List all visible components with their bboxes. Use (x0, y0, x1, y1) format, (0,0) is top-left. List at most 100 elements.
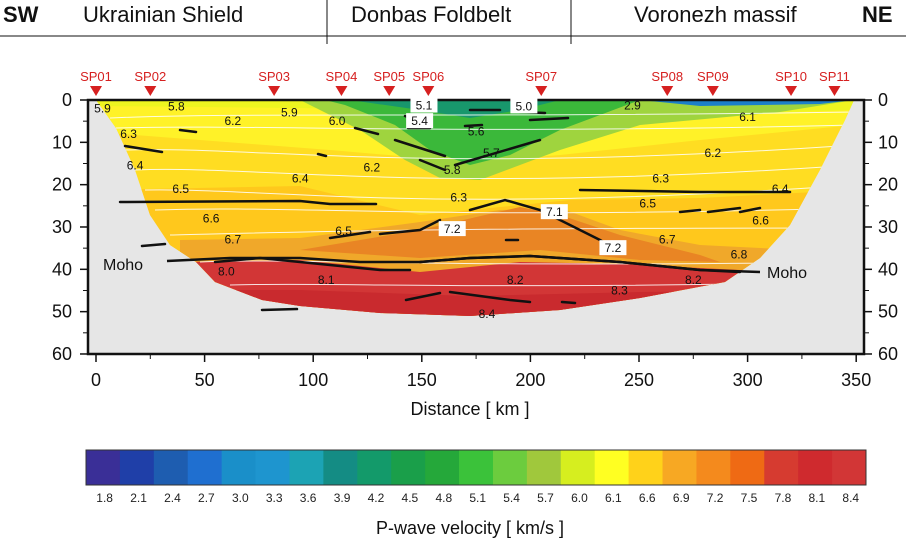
velocity-label: 6.6 (752, 214, 769, 228)
colorbar-tick-label: 4.8 (435, 491, 452, 505)
colorbar-frame (85, 449, 867, 486)
colorbar-swatch (560, 450, 596, 485)
colorbar-swatch (119, 450, 155, 485)
shot-point-label: SP01 (80, 69, 112, 84)
reflector-segment (213, 256, 412, 272)
velocity-label: 6.5 (639, 197, 656, 211)
velocity-label: 6.2 (364, 161, 381, 175)
velocity-label: 5.4 (411, 114, 428, 128)
velocity-label: 5.8 (168, 99, 185, 113)
shot-point-label: SP06 (412, 69, 444, 84)
y-tick-label-right: 60 (878, 344, 898, 364)
velocity-label: 8.0 (218, 264, 235, 278)
velocity-label: 8.1 (318, 273, 335, 287)
velocity-label-box (410, 97, 438, 113)
y-tick-label-left: 20 (52, 175, 72, 195)
colorbar-swatch (187, 450, 223, 485)
reflector-segment (578, 188, 792, 194)
colorbar-tick-label: 5.4 (503, 491, 520, 505)
shot-point-triangle-icon (383, 86, 396, 96)
shot-point-label: SP02 (134, 69, 166, 84)
reflector-segment (463, 123, 484, 128)
reflector-segment (123, 144, 164, 154)
reflector-segment (140, 242, 167, 248)
reflector-segment (448, 290, 532, 304)
velocity-label: 5.8 (444, 163, 461, 177)
colorbar-tick-label: 6.6 (639, 491, 656, 505)
shot-point-triangle-icon (661, 86, 674, 96)
colorbar-swatch (323, 450, 358, 485)
reflector-segment (328, 230, 372, 240)
velocity-label: 6.2 (705, 146, 722, 160)
velocity-label: 5.1 (416, 99, 433, 113)
y-tick-label-left: 50 (52, 302, 72, 322)
colorbar-tick-label: 5.1 (469, 491, 486, 505)
shot-point-label: SP03 (258, 69, 290, 84)
colorbar-swatch (153, 450, 189, 485)
velocity-label: 6.7 (659, 233, 676, 247)
shot-point-label: SP08 (651, 69, 683, 84)
y-tick-label-left: 40 (52, 259, 72, 279)
velocity-label: 6.3 (120, 127, 137, 141)
velocity-label: 6.3 (652, 171, 669, 185)
y-tick-label-left: 0 (62, 90, 72, 110)
colorbar-tick-label: 2.7 (198, 491, 215, 505)
moho-label-left: Moho (103, 257, 143, 274)
velocity-label: 8.3 (611, 283, 628, 297)
header-right-direction: NE (862, 2, 893, 27)
colorbar-tick-label: 4.2 (368, 491, 385, 505)
colorbar-swatch (425, 450, 460, 485)
colorbar-tick-label: 8.4 (842, 491, 859, 505)
velocity-label: 5.0 (516, 99, 533, 113)
velocity-label: 7.2 (444, 222, 461, 236)
layer-basin-teal (350, 100, 560, 118)
y-axis-ticks: 0 0 10 10 20 20 30 30 40 40 50 50 60 60 (52, 90, 898, 364)
shot-point-triangle-icon (706, 86, 719, 96)
x-axis-label: Distance [ km ] (410, 399, 529, 419)
reflector-segment (178, 128, 198, 134)
reflector-segment (706, 206, 742, 214)
header-left-direction: SW (3, 2, 39, 27)
shot-point-label: SP04 (326, 69, 358, 84)
velocity-label-box (406, 113, 434, 129)
velocity-label: 8.4 (479, 307, 496, 321)
colorbar-tick-label: 3.9 (334, 491, 351, 505)
x-tick-label: 350 (841, 370, 871, 390)
shot-point-triangle-icon (785, 86, 798, 96)
shot-point-triangle-icon (535, 86, 548, 96)
shot-point-label: SP09 (697, 69, 729, 84)
velocity-label: 6.4 (292, 171, 309, 185)
velocity-label: 6.7 (224, 233, 241, 247)
velocity-label-box (510, 98, 538, 114)
y-tick-label-right: 50 (878, 302, 898, 322)
header-region-ukrainian-shield: Ukrainian Shield (83, 2, 243, 27)
colorbar-tick-label: 3.3 (266, 491, 283, 505)
shot-point-triangle-icon (422, 86, 435, 96)
shot-point-triangle-icon (828, 86, 841, 96)
colorbar-swatch (628, 450, 664, 485)
velocity-label-box (540, 204, 568, 220)
x-tick-label: 50 (195, 370, 215, 390)
x-tick-label: 150 (407, 370, 437, 390)
colorbar-swatch (730, 450, 765, 485)
y-tick-label-right: 30 (878, 217, 898, 237)
colorbar-tick-label: 4.5 (402, 491, 419, 505)
y-tick-label-left: 60 (52, 344, 72, 364)
velocity-label: 6.5 (335, 224, 352, 238)
velocity-label: 6.2 (224, 114, 241, 128)
colorbar-swatch (255, 450, 290, 485)
colorbar: 1.8 2.1 2.4 2.7 3.0 3.3 3.6 3.9 4.2 4.5 4.8 5.1 5.4 5… (85, 449, 867, 505)
x-tick-label: 300 (733, 370, 763, 390)
moho-line (166, 254, 761, 274)
x-tick-label: 100 (298, 370, 328, 390)
velocity-label: 7.1 (546, 205, 563, 219)
shot-point-triangle-icon (144, 86, 157, 96)
header-region-voronezh-massif: Voronezh massif (634, 2, 798, 27)
velocity-label: 5.7 (483, 146, 500, 160)
velocity-label: 6.4 (127, 159, 144, 173)
reflector-segment (453, 138, 542, 167)
x-axis-ticks: 0 50 100 150 200 250 300 350 (91, 354, 871, 390)
velocity-label-box (438, 221, 466, 237)
x-tick-label: 200 (515, 370, 545, 390)
